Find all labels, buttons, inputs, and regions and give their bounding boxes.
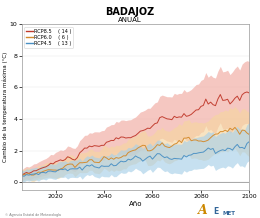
Y-axis label: Cambio de la temperatura máxima (°C): Cambio de la temperatura máxima (°C): [3, 52, 8, 162]
X-axis label: Año: Año: [129, 201, 142, 206]
Text: MET: MET: [222, 211, 235, 216]
Text: A: A: [198, 204, 207, 217]
Text: © Agencia Estatal de Meteorología: © Agencia Estatal de Meteorología: [5, 213, 61, 217]
Text: ANUAL: ANUAL: [118, 17, 142, 24]
Text: E: E: [213, 207, 218, 216]
Legend: RCP8.5    ( 14 ), RCP6.0    ( 6 ), RCP4.5    ( 13 ): RCP8.5 ( 14 ), RCP6.0 ( 6 ), RCP4.5 ( 13…: [24, 27, 74, 48]
Text: BADAJOZ: BADAJOZ: [105, 7, 155, 17]
